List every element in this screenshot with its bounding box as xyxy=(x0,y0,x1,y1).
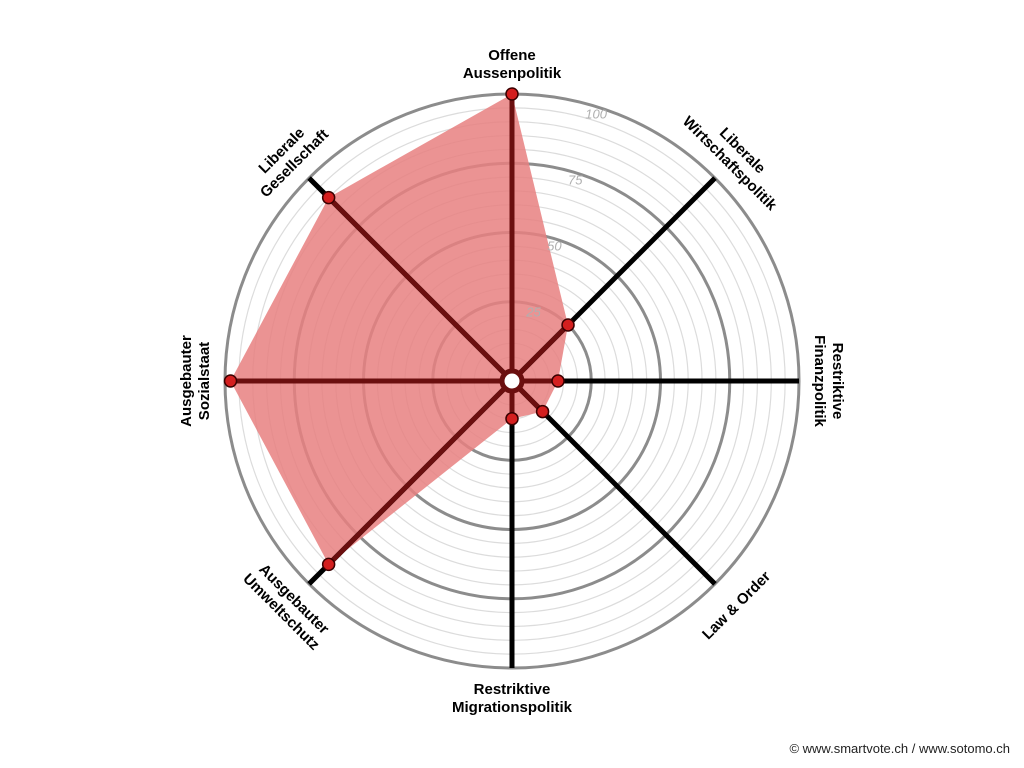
radar-points xyxy=(223,87,575,572)
data-point xyxy=(551,374,565,388)
radar-area-polygon xyxy=(230,94,568,565)
center-hub xyxy=(499,368,525,394)
axis-label-text: AusgebauterSozialstaat xyxy=(178,335,213,427)
data-point xyxy=(321,190,336,205)
spoke-value-segment xyxy=(326,379,514,567)
radar-area xyxy=(230,94,568,565)
axis-label-text: Offene Aussenpolitik xyxy=(463,47,562,82)
axis-label: AusgebauterSozialstaat xyxy=(178,335,213,427)
data-point xyxy=(505,411,519,426)
spoke-value-segment xyxy=(326,195,514,383)
data-point xyxy=(535,404,550,419)
data-point xyxy=(561,318,575,332)
tick-label: 50 xyxy=(547,238,562,253)
data-point xyxy=(223,374,238,388)
spoke-value-segment xyxy=(510,323,570,383)
tick-label: 100 xyxy=(585,106,607,121)
axis-label: Offene Aussenpolitik xyxy=(463,47,562,82)
tick-label: 75 xyxy=(568,172,583,187)
axis-label-text: RestriktiveFinanzpolitik xyxy=(811,335,846,427)
axis-label: Restriktive Migrationspolitik xyxy=(452,681,573,716)
radar-tick-labels: 25 50 75 100 xyxy=(525,106,607,319)
tick-label: 25 xyxy=(525,305,541,320)
radar-spokes xyxy=(225,94,799,668)
axis-label: RestriktiveFinanzpolitik xyxy=(811,335,846,427)
data-point xyxy=(321,557,336,572)
data-point xyxy=(505,87,519,101)
axis-label-text: Restriktive Migrationspolitik xyxy=(452,681,573,716)
credit-text: © www.smartvote.ch / www.sotomo.ch xyxy=(789,741,1010,756)
